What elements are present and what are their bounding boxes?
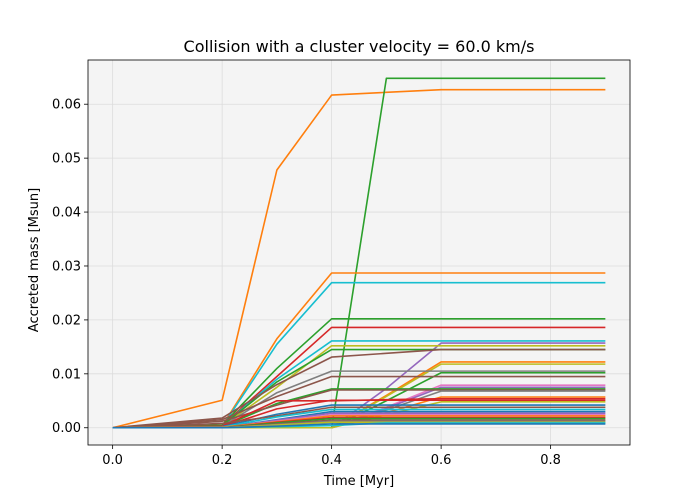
series-line-4 xyxy=(112,281,606,429)
y-tick-label: 0.02 xyxy=(52,313,81,328)
y-tick-label: 0.04 xyxy=(52,206,81,221)
series-line-19 xyxy=(112,388,606,429)
x-tick-label: 0.6 xyxy=(431,453,452,468)
series-line-6 xyxy=(112,326,606,429)
x-tick-label: 0.0 xyxy=(102,453,123,468)
series-line-14 xyxy=(112,370,606,429)
series-line-27 xyxy=(112,406,606,429)
series-line-26 xyxy=(112,404,606,429)
series-line-28 xyxy=(112,408,606,429)
plot-frame xyxy=(87,59,631,446)
y-axis-label: Accreted mass [Msun] xyxy=(27,188,42,332)
ticks-group: 0.0 0.2 0.4 0.6 0.8 0.00 0.01 0.02 0.03 0.04 0.05 0… xyxy=(52,98,561,468)
series-group xyxy=(112,77,606,429)
x-axis-label: Time [Myr] xyxy=(323,474,394,489)
y-tick-label: 0.03 xyxy=(52,259,81,274)
y-tick-label: 0.00 xyxy=(52,421,81,436)
y-tick-label: 0.01 xyxy=(52,367,81,382)
y-tick-label: 0.06 xyxy=(52,98,81,113)
series-line-11 xyxy=(112,348,606,429)
series-line-20 xyxy=(112,389,606,429)
x-tick-label: 0.2 xyxy=(212,453,233,468)
series-line-3 xyxy=(112,272,606,429)
series-line-1 xyxy=(112,88,606,429)
y-tick-label: 0.05 xyxy=(52,152,81,167)
series-line-39 xyxy=(112,423,606,429)
x-tick-label: 0.8 xyxy=(540,453,561,468)
series-line-9 xyxy=(112,344,606,429)
x-tick-label: 0.4 xyxy=(321,453,342,468)
series-line-16 xyxy=(112,375,606,429)
chart-title: Collision with a cluster velocity = 60.0… xyxy=(184,37,535,56)
